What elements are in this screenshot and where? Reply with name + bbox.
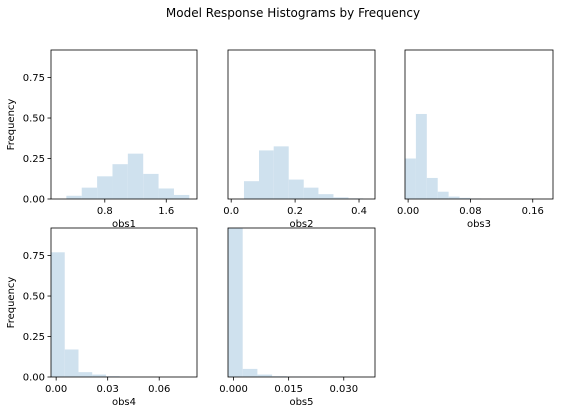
xlabel-obs3: obs3 bbox=[467, 219, 491, 230]
panel-obs2: 0.0 0.2 0.4 obs2 bbox=[223, 49, 376, 230]
xtick-label-obs1-0: 0.8 bbox=[97, 206, 113, 217]
bars-obs4 bbox=[51, 252, 189, 377]
axes-frame-obs3 bbox=[404, 49, 554, 200]
bar-obs2-6 bbox=[318, 194, 334, 199]
axes-frame-obs4 bbox=[50, 227, 198, 378]
xtick-label-obs4-2: 0.06 bbox=[148, 384, 170, 395]
bar-obs2-2 bbox=[258, 150, 274, 199]
panel-obs3: 0.00 0.08 0.16 obs3 bbox=[397, 49, 554, 230]
bar-obs1-6 bbox=[143, 173, 159, 199]
panel-obs1: 0.8 1.6 0.00 0.25 0.50 0.75 obs1 Frequency bbox=[6, 49, 198, 230]
panel-obs4: 0.00 0.03 0.06 0.00 0.25 0.50 0.75 obs4 Frequenc… bbox=[6, 227, 198, 408]
figure-title: Model Response Histograms by Frequency bbox=[166, 6, 420, 20]
xtick-label-obs5-0: 0.000 bbox=[219, 384, 248, 395]
bar-obs3-5 bbox=[459, 197, 471, 199]
xlabel-obs5: obs5 bbox=[289, 397, 313, 408]
bar-obs2-3 bbox=[273, 146, 289, 199]
bar-obs3-0 bbox=[405, 158, 416, 199]
bar-obs5-3 bbox=[272, 376, 287, 377]
bar-obs5-0 bbox=[228, 228, 243, 377]
bar-obs1-4 bbox=[112, 164, 128, 199]
bar-obs2-5 bbox=[303, 187, 319, 199]
xlabel-obs2: obs2 bbox=[289, 219, 313, 230]
bar-obs1-7 bbox=[158, 188, 174, 199]
xtick-label-obs5-1: 0.015 bbox=[274, 384, 303, 395]
bar-obs2-1 bbox=[243, 181, 259, 199]
bar-obs4-1 bbox=[64, 349, 79, 377]
bars-obs2 bbox=[243, 146, 364, 199]
bar-obs4-2 bbox=[78, 372, 93, 377]
xlabel-obs4: obs4 bbox=[112, 397, 136, 408]
ytick-label-obs1-1: 0.25 bbox=[23, 154, 45, 165]
xtick-label-obs4-1: 0.03 bbox=[97, 384, 119, 395]
bar-obs4-0 bbox=[51, 252, 65, 377]
ytick-label-obs4-0: 0.00 bbox=[23, 373, 45, 384]
bar-obs1-8 bbox=[173, 194, 190, 199]
xtick-label-obs1-1: 1.6 bbox=[158, 206, 174, 217]
bar-obs1-1 bbox=[66, 195, 82, 199]
bar-obs3-3 bbox=[437, 191, 449, 199]
ytick-label-obs1-0: 0.00 bbox=[23, 195, 45, 206]
xlabel-obs1: obs1 bbox=[112, 219, 136, 230]
xtick-label-obs4-0: 0.00 bbox=[45, 384, 67, 395]
bar-obs3-2 bbox=[426, 177, 438, 199]
ytick-label-obs4-3: 0.75 bbox=[23, 251, 45, 262]
axes-frame-obs2 bbox=[227, 49, 376, 200]
ytick-label-obs1-2: 0.50 bbox=[23, 114, 45, 125]
bars-obs5 bbox=[228, 228, 361, 377]
bar-obs2-7 bbox=[333, 197, 349, 199]
bars-obs1 bbox=[66, 153, 190, 199]
xtick-label-obs3-0: 0.00 bbox=[397, 206, 419, 217]
xtick-label-obs2-1: 0.2 bbox=[287, 206, 303, 217]
panel-obs5: 0.000 0.015 0.030 obs5 bbox=[219, 227, 376, 408]
xtick-label-obs2-0: 0.0 bbox=[223, 206, 239, 217]
bars-obs3 bbox=[405, 113, 482, 199]
bar-obs1-3 bbox=[97, 176, 113, 199]
axes-frame-obs5 bbox=[227, 227, 376, 378]
xtick-label-obs2-2: 0.4 bbox=[351, 206, 367, 217]
bar-obs4-3 bbox=[92, 374, 106, 377]
bar-obs1-5 bbox=[127, 153, 144, 199]
xtick-label-obs3-1: 0.08 bbox=[459, 206, 481, 217]
bar-obs5-1 bbox=[242, 368, 258, 377]
xtick-label-obs3-2: 0.16 bbox=[522, 206, 544, 217]
bar-obs2-4 bbox=[288, 179, 304, 199]
bar-obs5-2 bbox=[257, 374, 273, 377]
axes-frame-obs1 bbox=[50, 49, 198, 200]
bar-obs3-1 bbox=[415, 113, 427, 199]
bar-obs1-2 bbox=[81, 187, 98, 199]
ytick-label-obs4-1: 0.25 bbox=[23, 332, 45, 343]
ylabel-obs4: Frequency bbox=[6, 277, 17, 329]
bar-obs4-4 bbox=[105, 376, 120, 377]
ytick-label-obs4-2: 0.50 bbox=[23, 292, 45, 303]
bar-obs3-4 bbox=[448, 196, 460, 199]
xtick-label-obs5-2: 0.030 bbox=[329, 384, 358, 395]
ytick-label-obs1-3: 0.75 bbox=[23, 73, 45, 84]
ylabel-obs1: Frequency bbox=[6, 99, 17, 151]
